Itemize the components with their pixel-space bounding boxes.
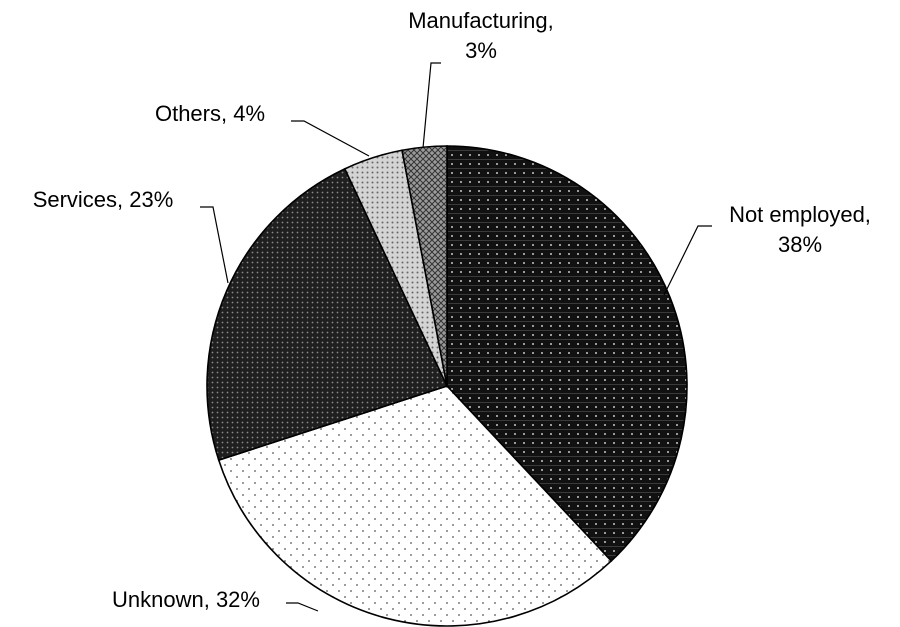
leader-lines [200,62,712,612]
data-label-others: Others, 4% [155,101,265,126]
leader-line-unknown [286,602,319,612]
leader-line-not-employed [663,225,712,296]
slice-services [206,167,449,462]
data-label-manufacturing: Manufacturing, 3% [408,8,554,63]
leader-line-manufacturing [422,62,441,149]
data-labels: Not employed, 38% Unknown, 32% Services, 23… [33,8,871,612]
data-label-unknown: Unknown, 32% [112,587,260,612]
leader-line-services [200,206,229,284]
data-label-not-employed: Not employed, 38% [729,202,871,257]
pie-slices [206,145,688,627]
data-label-services: Services, 23% [33,187,174,212]
leader-line-others [291,120,370,157]
slice-not-employed [446,145,688,563]
slice-unknown [217,385,613,627]
slice-manufacturing [401,145,448,387]
